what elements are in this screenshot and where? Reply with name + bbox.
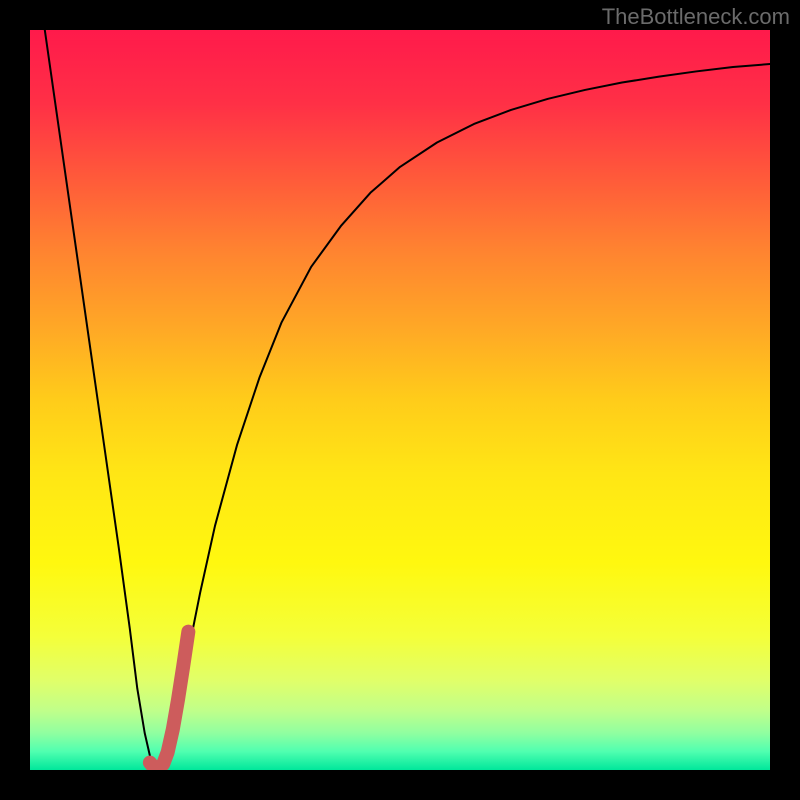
- gradient-background: [30, 30, 770, 770]
- plot-area: [30, 30, 770, 770]
- watermark-text: TheBottleneck.com: [602, 4, 790, 30]
- chart-frame: TheBottleneck.com: [0, 0, 800, 800]
- bottleneck-chart: [30, 30, 770, 770]
